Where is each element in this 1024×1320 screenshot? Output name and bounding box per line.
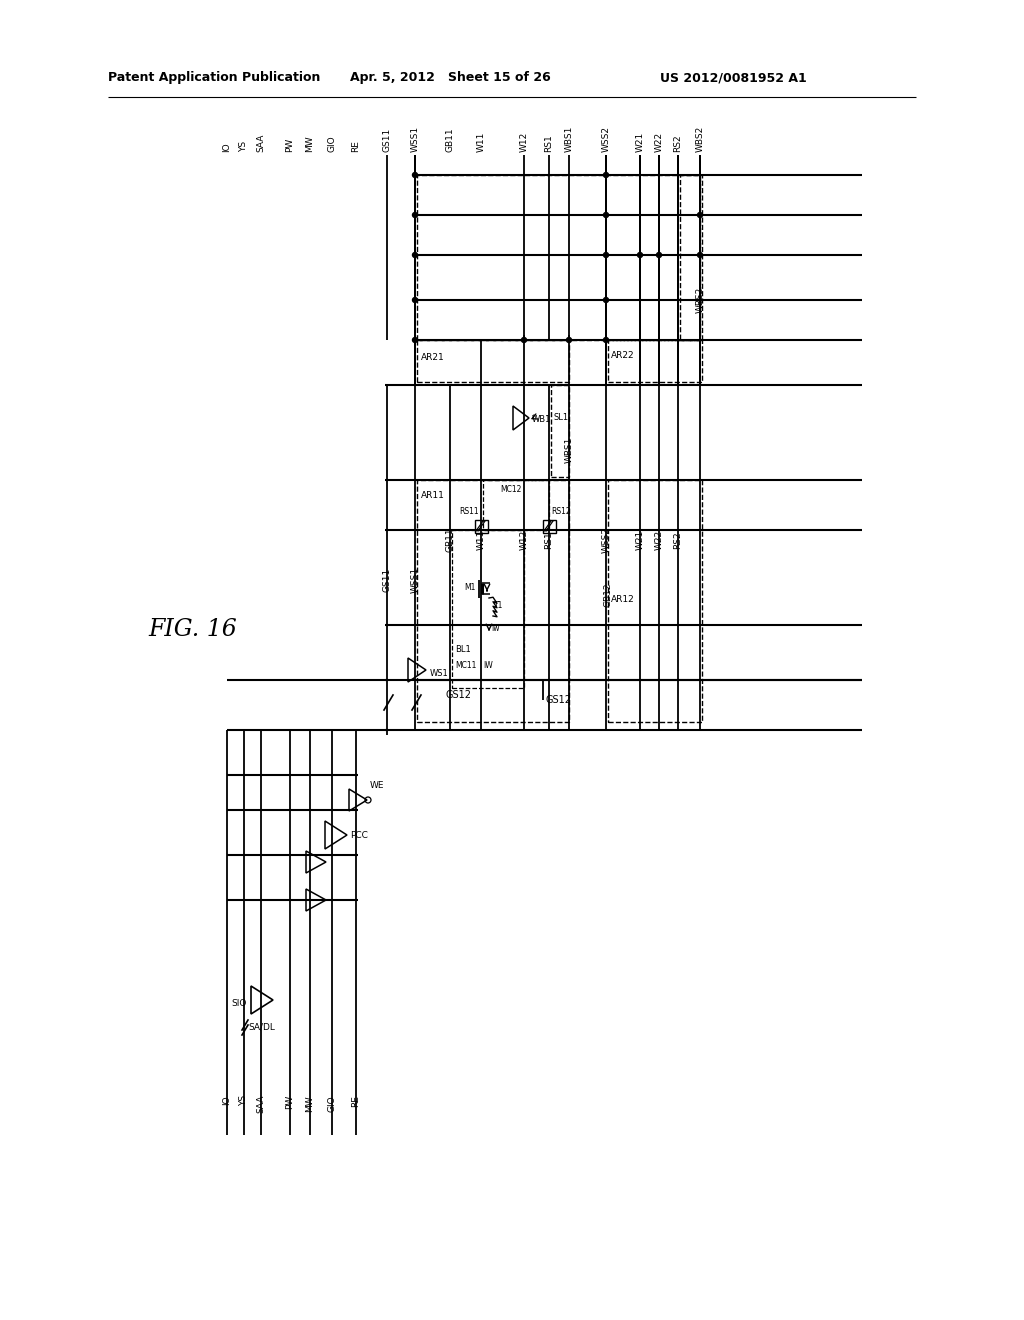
Text: FIG. 16: FIG. 16 bbox=[148, 619, 238, 642]
Text: RS2: RS2 bbox=[674, 135, 683, 152]
Text: WE: WE bbox=[370, 781, 384, 789]
Text: YS: YS bbox=[240, 141, 249, 152]
Text: W22: W22 bbox=[654, 132, 664, 152]
Text: WBS2: WBS2 bbox=[695, 286, 705, 313]
Text: WSS1: WSS1 bbox=[411, 566, 420, 593]
Text: W21: W21 bbox=[636, 529, 644, 550]
Circle shape bbox=[413, 173, 418, 177]
Circle shape bbox=[566, 338, 571, 342]
Text: SIO: SIO bbox=[231, 998, 247, 1007]
Text: AR12: AR12 bbox=[611, 595, 635, 605]
Text: SL1: SL1 bbox=[553, 413, 568, 422]
Text: RS11: RS11 bbox=[460, 507, 479, 516]
Bar bbox=[452, 531, 524, 688]
Bar bbox=[417, 341, 569, 381]
Text: Apr. 5, 2012   Sheet 15 of 26: Apr. 5, 2012 Sheet 15 of 26 bbox=[350, 71, 551, 84]
Circle shape bbox=[697, 213, 702, 218]
Text: IW: IW bbox=[483, 660, 493, 669]
Text: YS: YS bbox=[240, 1096, 249, 1106]
Circle shape bbox=[413, 213, 418, 218]
Text: IO: IO bbox=[222, 1096, 231, 1105]
Text: RE: RE bbox=[351, 140, 360, 152]
Text: RS12: RS12 bbox=[551, 507, 570, 516]
Text: SA/DL: SA/DL bbox=[249, 1022, 275, 1031]
Text: GB11: GB11 bbox=[445, 528, 455, 552]
Text: GS12: GS12 bbox=[445, 690, 471, 700]
Circle shape bbox=[603, 173, 608, 177]
Text: M1: M1 bbox=[465, 583, 476, 593]
Text: US 2012/0081952 A1: US 2012/0081952 A1 bbox=[660, 71, 807, 84]
Circle shape bbox=[603, 297, 608, 302]
Text: W22: W22 bbox=[654, 529, 664, 550]
Text: WSS2: WSS2 bbox=[601, 125, 610, 152]
Text: SAA: SAA bbox=[256, 133, 265, 152]
Text: PCC: PCC bbox=[350, 830, 368, 840]
Text: WB1: WB1 bbox=[532, 416, 551, 425]
Text: W21: W21 bbox=[636, 132, 644, 152]
Bar bbox=[483, 480, 549, 531]
Text: MC11: MC11 bbox=[455, 660, 476, 669]
Text: GIO: GIO bbox=[328, 1096, 337, 1111]
Text: BL1: BL1 bbox=[455, 645, 471, 655]
Text: W11: W11 bbox=[476, 132, 485, 152]
Text: PW: PW bbox=[286, 1096, 295, 1109]
Circle shape bbox=[603, 252, 608, 257]
Text: AR11: AR11 bbox=[421, 491, 444, 500]
Text: GB12: GB12 bbox=[603, 582, 612, 607]
Bar bbox=[608, 341, 702, 381]
Text: GB11: GB11 bbox=[445, 127, 455, 152]
Bar bbox=[543, 520, 556, 533]
Text: T1: T1 bbox=[494, 602, 504, 610]
Text: W12: W12 bbox=[519, 529, 528, 550]
Circle shape bbox=[603, 213, 608, 218]
Circle shape bbox=[413, 338, 418, 342]
Bar bbox=[417, 480, 569, 722]
Text: SAA: SAA bbox=[256, 1096, 265, 1113]
Text: MW: MW bbox=[305, 136, 314, 152]
Text: PW: PW bbox=[286, 137, 295, 152]
Text: RS1: RS1 bbox=[545, 531, 554, 549]
Text: GS11: GS11 bbox=[383, 128, 391, 152]
Text: MC12: MC12 bbox=[501, 486, 522, 495]
Text: IO: IO bbox=[222, 143, 231, 152]
Text: WBS1: WBS1 bbox=[564, 125, 573, 152]
Bar bbox=[551, 385, 569, 477]
Text: WS1: WS1 bbox=[430, 669, 449, 678]
Bar bbox=[608, 480, 702, 722]
Text: W12: W12 bbox=[519, 132, 528, 152]
Text: WSS2: WSS2 bbox=[601, 527, 610, 553]
Text: GIO: GIO bbox=[328, 136, 337, 152]
Circle shape bbox=[656, 252, 662, 257]
Text: AR22: AR22 bbox=[611, 351, 635, 360]
Bar bbox=[680, 176, 702, 341]
Text: RE: RE bbox=[351, 1096, 360, 1107]
Circle shape bbox=[638, 252, 642, 257]
Text: Iw: Iw bbox=[490, 624, 500, 634]
Circle shape bbox=[603, 338, 608, 342]
Text: GS11: GS11 bbox=[383, 568, 391, 593]
Bar bbox=[417, 176, 700, 341]
Text: WSS1: WSS1 bbox=[411, 125, 420, 152]
Bar bbox=[475, 520, 488, 533]
Circle shape bbox=[413, 297, 418, 302]
Circle shape bbox=[413, 252, 418, 257]
Text: WBS1: WBS1 bbox=[564, 437, 573, 463]
Text: W11: W11 bbox=[476, 529, 485, 550]
Text: MW: MW bbox=[305, 1096, 314, 1111]
Text: WBS2: WBS2 bbox=[695, 125, 705, 152]
Circle shape bbox=[521, 338, 526, 342]
Text: Patent Application Publication: Patent Application Publication bbox=[108, 71, 321, 84]
Circle shape bbox=[697, 252, 702, 257]
Text: RS1: RS1 bbox=[545, 135, 554, 152]
Text: GS12: GS12 bbox=[545, 696, 571, 705]
Text: AR21: AR21 bbox=[421, 354, 444, 363]
Text: RS2: RS2 bbox=[674, 531, 683, 549]
